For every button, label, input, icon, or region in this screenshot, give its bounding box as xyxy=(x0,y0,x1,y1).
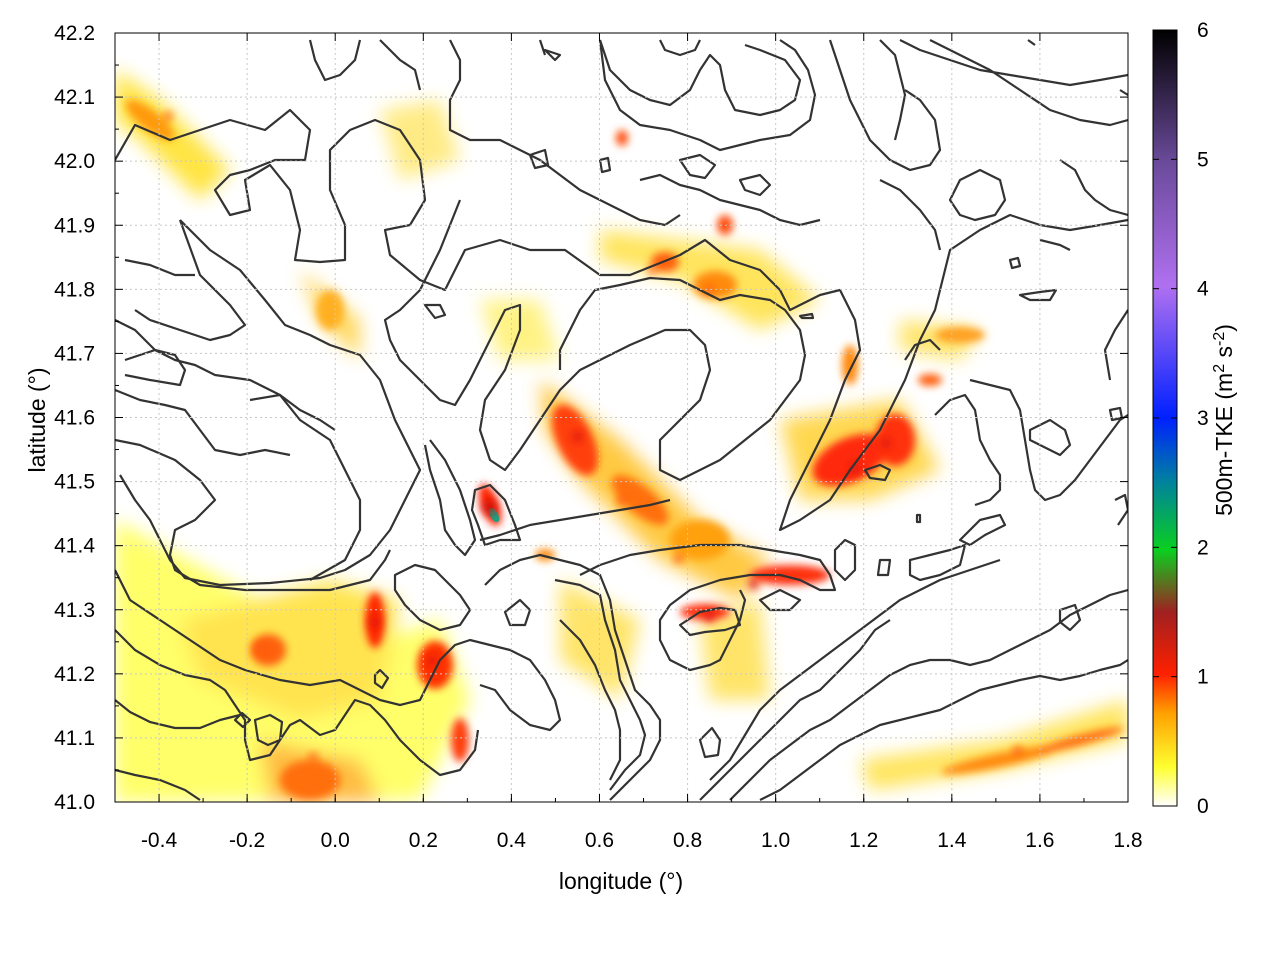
x-axis-label: longitude (°) xyxy=(559,868,683,894)
tke-hotspot xyxy=(704,284,715,295)
tke-hotspot xyxy=(703,610,716,623)
tke-hotspot xyxy=(254,642,266,654)
x-tick-label: -0.4 xyxy=(141,829,178,852)
tke-hotspot xyxy=(879,437,892,450)
terrain-contours xyxy=(115,39,1128,801)
y-tick-label: 41.8 xyxy=(54,278,95,301)
x-tick-label: 1.4 xyxy=(937,829,967,852)
colorbar-label-main: 500m-TKE (m xyxy=(1211,373,1237,516)
y-tick-label: 41.1 xyxy=(54,727,95,750)
y-tick-label: 42.2 xyxy=(54,22,95,45)
colorbar-tick-label: 0 xyxy=(1197,795,1209,818)
colorbar-tick-label: 6 xyxy=(1197,19,1209,42)
x-tick-label: 0.4 xyxy=(497,829,527,852)
x-tick-label: 1.0 xyxy=(761,829,790,852)
tke-hotspot xyxy=(481,499,497,515)
y-tick-label: 41.5 xyxy=(54,471,95,494)
x-tick-label: 0.0 xyxy=(321,829,350,852)
y-tick-label: 41.0 xyxy=(54,791,95,814)
x-tick-label: 0.6 xyxy=(585,829,614,852)
x-tick-label: 1.8 xyxy=(1113,829,1142,852)
y-tick-label: 41.3 xyxy=(54,599,95,622)
colorbar-tick-label: 5 xyxy=(1197,148,1209,171)
y-tick-label: 41.4 xyxy=(54,535,95,558)
grid-lines xyxy=(115,32,1129,803)
tke-hotspot xyxy=(571,430,584,443)
tke-hotspot xyxy=(308,752,318,762)
x-tick-label: -0.2 xyxy=(229,829,265,852)
tke-hotspot xyxy=(616,495,627,507)
tke-hotspot xyxy=(673,553,684,564)
y-tick-label: 42.0 xyxy=(54,150,95,173)
tke-hotspot xyxy=(1012,745,1023,756)
tke-hotspot xyxy=(848,462,862,476)
y-axis: 41.0 41.1 41.2 41.3 41.4 41.5 41.6 41.7 41.8 41.9… xyxy=(54,22,1128,814)
y-tick-label: 41.9 xyxy=(54,214,95,237)
x-tick-label: 1.6 xyxy=(1025,829,1054,852)
x-tick-label: 0.8 xyxy=(673,829,702,852)
y-tick-label: 41.7 xyxy=(54,342,95,365)
colorbar-tick-label: 4 xyxy=(1197,278,1209,301)
tke-hotspot xyxy=(426,655,438,667)
tke-hotspot xyxy=(747,578,760,590)
y-tick-label: 42.1 xyxy=(54,86,95,109)
y-axis-label: latitude (°) xyxy=(24,367,50,472)
tke-hotspots xyxy=(162,111,1023,762)
colorbar-label-mid: s xyxy=(1211,346,1237,364)
y-tick-label: 41.2 xyxy=(54,663,95,686)
tke-field xyxy=(115,70,1128,802)
colorbar-label-end: ) xyxy=(1211,324,1237,332)
tke-hotspot xyxy=(368,616,381,629)
colorbar-axis: 0 1 2 3 4 5 6 xyxy=(1153,19,1209,818)
colorbar-tick-label: 3 xyxy=(1197,407,1209,430)
x-tick-label: 0.2 xyxy=(409,829,438,852)
colorbar-tick-label: 2 xyxy=(1197,536,1209,559)
colorbar-label-sup2: -2 xyxy=(1211,332,1228,346)
colorbar-tick-label: 1 xyxy=(1197,666,1209,689)
x-axis: -0.4 -0.2 0.0 0.2 0.4 0.6 0.8 1.0 1.2 1.4 1.6 1.8 xyxy=(114,33,1143,852)
colorbar-label: 500m-TKE (m2 s-2) xyxy=(1211,324,1237,516)
x-tick-label: 1.2 xyxy=(849,829,878,852)
y-tick-label: 41.6 xyxy=(54,407,95,430)
tke-hotspot xyxy=(162,111,173,122)
colorbar-label-sup1: 2 xyxy=(1211,364,1228,373)
